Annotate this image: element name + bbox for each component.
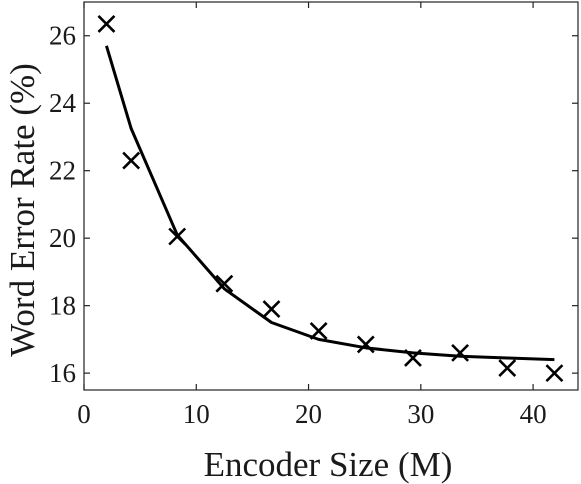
data-point-marker [168,227,187,246]
y-axis-title: Word Error Rate (%) [3,63,42,357]
plot-area-frame [83,1,579,391]
data-point-marker [309,322,328,340]
marker-stroke [356,335,375,354]
data-point-marker [451,343,470,362]
x-tick-label: 0 [77,399,91,429]
data-point-marker [404,349,422,367]
fit-curve [105,45,555,362]
marker-stroke [168,227,187,246]
y-tick-label: 24 [49,88,77,118]
marker-stroke [451,343,470,362]
plot-box [83,1,579,391]
data-point-marker [97,15,116,33]
data-point-marker [545,364,564,383]
y-axis-ticks: 16 18 20 22 24 26 [49,21,578,388]
x-axis-title: Encoder Size (M) [204,445,453,484]
marker-stroke [498,359,517,377]
y-tick-label: 18 [49,291,76,321]
x-axis-ticks: 0 10 20 30 40 [77,2,547,429]
y-tick-label: 26 [49,21,76,51]
data-point-marker [356,335,375,354]
marker-stroke [122,151,141,170]
data-point-marker [122,151,141,170]
x-tick-label: 10 [183,399,210,429]
data-point-marker [215,274,234,293]
marker-stroke [309,322,328,340]
data-point-marker [498,359,517,377]
y-tick-label: 22 [49,156,76,186]
y-tick-label: 16 [49,358,76,388]
y-tick-label: 20 [49,223,76,253]
data-point-marker [262,300,281,318]
x-tick-label: 20 [295,399,322,429]
marker-stroke [215,274,234,293]
marker-stroke [97,15,116,33]
x-tick-label: 40 [520,399,547,429]
data-markers-layer [97,15,564,383]
marker-stroke [404,349,422,367]
x-tick-label: 30 [407,399,434,429]
marker-stroke [545,364,564,383]
fit-curve-layer [105,45,555,362]
marker-stroke [262,300,281,318]
